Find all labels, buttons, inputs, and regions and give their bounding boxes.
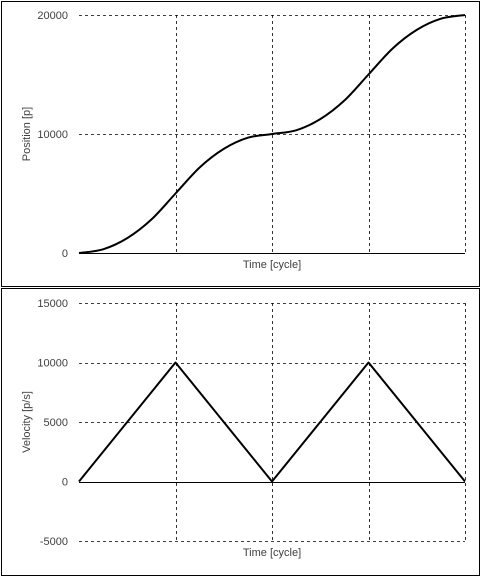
velocity-y-axis-label: Velocity [p/s] [21, 391, 33, 453]
velocity-x-axis-label: Time [cycle] [243, 547, 301, 559]
velocity-chart-frame [1, 288, 480, 576]
velocity-y-tick-label: 0 [62, 477, 68, 489]
velocity-y-tick-label: -5000 [40, 536, 68, 548]
position-x-axis-label: Time [cycle] [243, 259, 301, 271]
velocity-series-line [78, 361, 466, 483]
position-y-tick-label: 10000 [37, 129, 68, 141]
position-y-tick-label: 20000 [37, 10, 68, 22]
velocity-chart: -5000 0 5000 10000 15000 Time [cycle] Velocity… [21, 298, 466, 559]
position-series-line [78, 14, 466, 254]
position-chart-frame [1, 1, 480, 287]
velocity-y-tick-label: 15000 [37, 298, 68, 310]
velocity-y-tick-label: 5000 [44, 417, 68, 429]
velocity-y-tick-label: 10000 [37, 358, 68, 370]
position-y-axis-label: Position [p] [21, 107, 33, 161]
position-y-tick-label: 0 [62, 248, 68, 260]
position-chart: 0 10000 20000 Time [cycle] Position [p] [21, 10, 466, 271]
